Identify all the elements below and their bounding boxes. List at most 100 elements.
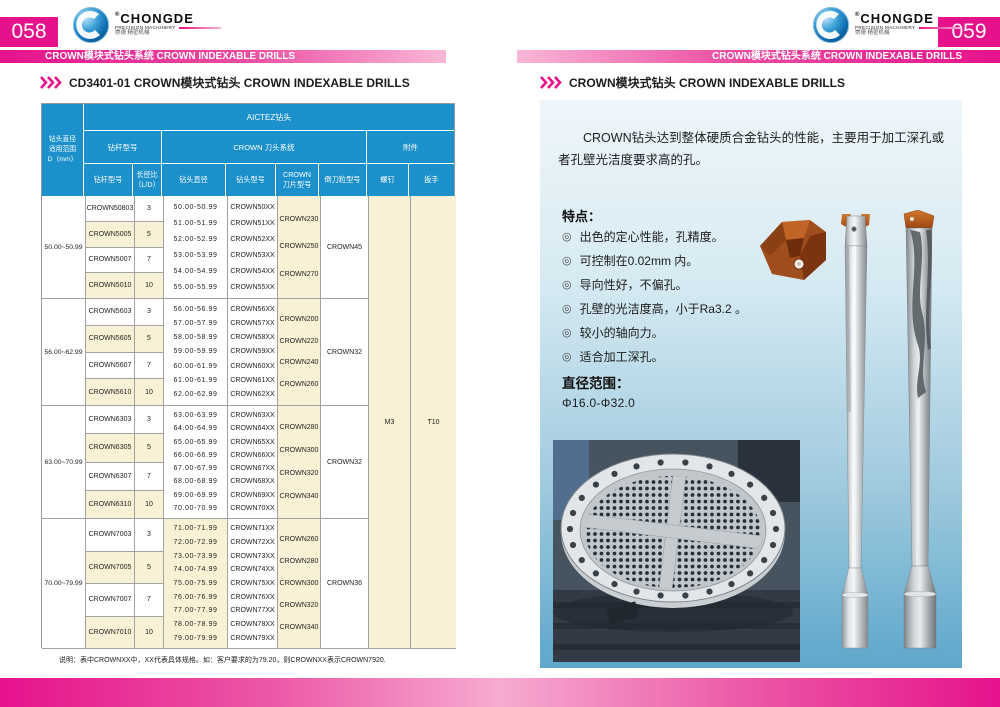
head-model-line: CROWN63XX bbox=[230, 412, 275, 420]
globe-icon bbox=[812, 6, 850, 44]
ld-ratio-cell: 7 bbox=[135, 462, 164, 491]
ld-ratio-cell: 7 bbox=[135, 352, 164, 380]
rod-model-cell: CROWN7003 bbox=[86, 519, 135, 552]
rod-model-cell: CROWN5010 bbox=[86, 273, 135, 299]
diameter-group: 50.00-50.99 51.00-51.99 52.00-52.99 53.00-5… bbox=[164, 196, 278, 299]
diameter-title: 直径范围： bbox=[562, 376, 630, 391]
diameter-line: 66.00-66.99 bbox=[173, 451, 218, 459]
pink-line bbox=[918, 27, 961, 29]
cutter-cell: CROWN32 bbox=[321, 406, 369, 519]
head-model-list-cell: CROWN56XX CROWN57XX CROWN58XX CROWN59XX CROW… bbox=[228, 299, 278, 406]
bolt-hole bbox=[769, 541, 777, 549]
rod-model-cell: CROWN5603 bbox=[86, 299, 135, 326]
diameter-list-cell: 50.00-50.99 51.00-51.99 52.00-52.99 53.00-5… bbox=[164, 196, 228, 299]
bolt-hole bbox=[592, 481, 599, 488]
feature-item: ◎ 可控制在0.02mm 内。 bbox=[562, 252, 747, 269]
drill-body-image-2 bbox=[903, 210, 937, 649]
insert-list-cell: CROWN230 CROWN250 CROWN270 bbox=[278, 196, 321, 299]
col-header: 长径比 （L/D） bbox=[133, 164, 162, 196]
table-note: 说明：表中CROWNXX中，XX代表具体规格。如：客户要求的为79.20，则CR… bbox=[59, 657, 386, 664]
diameter-line: 55.00-55.99 bbox=[173, 283, 218, 291]
head-model-line: CROWN50XX bbox=[230, 203, 275, 211]
bolt-hole bbox=[657, 459, 664, 466]
bolt-hole bbox=[566, 525, 574, 533]
head-model-line: CROWN74XX bbox=[230, 566, 275, 574]
brand-chinese: 崇德 精密机械 bbox=[115, 30, 150, 37]
top-header: AICTEZ钻头 bbox=[84, 104, 454, 131]
rod-row: CROWN6303 3 bbox=[86, 406, 164, 435]
series-banner-left: CROWN模块式钻头系统 CROWN INDEXABLE DRILLS bbox=[0, 50, 446, 63]
ld-ratio-cell: 5 bbox=[135, 551, 164, 584]
bolt-hole bbox=[728, 470, 735, 477]
table-body: 50.00~50.99 56.00~62.99 63.00~70.99 70.00~7… bbox=[42, 196, 456, 649]
bullet-icon: ◎ bbox=[562, 255, 572, 267]
features-list: ◎ 出色的定心性能，孔精度。 ◎ 可控制在0.02mm 内。 ◎ 导向性好，不偏孔。 ◎ 孔壁… bbox=[562, 228, 747, 372]
rod-row: CROWN5607 7 bbox=[86, 352, 164, 380]
brand-logo-right: ®CHONGDE PRECISION MACHINERY 崇德 精密机械 bbox=[812, 6, 961, 44]
ld-ratio-cell: 3 bbox=[135, 406, 164, 435]
rod-row: CROWN5610 10 bbox=[86, 379, 164, 406]
rod-model-cell: CROWN50803 bbox=[86, 196, 135, 222]
rod-model-cell: CROWN7010 bbox=[86, 616, 135, 649]
diameter-line: 77.00-77.99 bbox=[173, 607, 218, 615]
table-header: 钻头直径 适用范围 D（mm） AICTEZ钻头 钻杆型号 CROWN 刀头系统… bbox=[42, 104, 454, 196]
insert-list-cell: CROWN200 CROWN220 CROWN240 CROWN260 bbox=[278, 299, 321, 406]
diameter-group: 71.00-71.99 72.00-72.99 73.00-73.99 74.00-7… bbox=[164, 519, 278, 649]
rod-model-cell: CROWN5007 bbox=[86, 247, 135, 274]
insert-list-cell: CROWN260 CROWN280 CROWN300 CROWN320 CROWN340 bbox=[278, 519, 321, 649]
diameter-line: 57.00-57.99 bbox=[173, 319, 218, 327]
rod-row: CROWN50803 3 bbox=[86, 196, 164, 222]
head-model-list-cell: CROWN50XX CROWN51XX CROWN52XX CROWN53XX CROW… bbox=[228, 196, 278, 299]
diameter-line: 65.00-65.99 bbox=[173, 438, 218, 446]
diameter-list-cell: 71.00-71.99 72.00-72.99 73.00-73.99 74.00-7… bbox=[164, 519, 228, 649]
insert-line: CROWN300 bbox=[279, 447, 319, 454]
head-model-line: CROWN54XX bbox=[230, 267, 275, 275]
head-model-line: CROWN79XX bbox=[230, 634, 275, 642]
bolt-hole bbox=[747, 481, 754, 488]
rod-group: CROWN7003 3 CROWN7005 5 CROWN7007 7 CROWN7010 1… bbox=[86, 519, 164, 649]
insert-line: CROWN240 bbox=[279, 359, 319, 367]
rod-row: CROWN5005 5 bbox=[86, 221, 164, 248]
rod-model-cell: CROWN6305 bbox=[86, 434, 135, 463]
diameter-line: 58.00-58.99 bbox=[173, 334, 218, 342]
bolt-hole bbox=[747, 570, 754, 577]
rod-group: CROWN50803 3 CROWN5005 5 CROWN5007 7 CROWN5010… bbox=[86, 196, 164, 299]
spec-table: 钻头直径 适用范围 D（mm） AICTEZ钻头 钻杆型号 CROWN 刀头系统… bbox=[41, 103, 456, 649]
insert-line: CROWN270 bbox=[279, 270, 319, 278]
diameter-line: 70.00-70.99 bbox=[173, 504, 218, 512]
bolt-hole bbox=[706, 463, 713, 470]
drill-body-image-1 bbox=[841, 214, 870, 649]
rod-model-cell: CROWN5607 bbox=[86, 352, 135, 380]
head-model-line: CROWN66XX bbox=[230, 451, 275, 459]
diameter-column: 50.00-50.99 51.00-51.99 52.00-52.99 53.00-5… bbox=[164, 196, 278, 649]
insert-line: CROWN280 bbox=[279, 424, 319, 431]
feature-text: 可控制在0.02mm 内。 bbox=[579, 254, 699, 268]
carbide-insert-image bbox=[760, 220, 826, 280]
diameter-line: 51.00-51.99 bbox=[173, 219, 218, 227]
ld-ratio-cell: 5 bbox=[135, 221, 164, 248]
cutter-cell: CROWN45 bbox=[321, 196, 369, 299]
corner-header: 钻头直径 适用范围 D（mm） bbox=[42, 104, 84, 196]
feature-item: ◎ 导向性好，不偏孔。 bbox=[562, 276, 747, 293]
insert-line: CROWN260 bbox=[279, 380, 319, 388]
page-number-right: 059 bbox=[938, 17, 1000, 47]
diameter-line: 71.00-71.99 bbox=[173, 525, 218, 533]
rod-group: CROWN5603 3 CROWN5605 5 CROWN5607 7 CROWN5610 1… bbox=[86, 299, 164, 406]
insert-line: CROWN300 bbox=[279, 579, 319, 587]
feature-text: 导向性好，不偏孔。 bbox=[579, 278, 688, 292]
ld-ratio-cell: 7 bbox=[135, 584, 164, 617]
bolt-hole bbox=[761, 494, 768, 501]
diameter-line: 75.00-75.99 bbox=[173, 579, 218, 587]
diameter-line: 59.00-59.99 bbox=[173, 348, 218, 356]
brand-name: ®CHONGDE bbox=[115, 11, 194, 26]
diameter-line: 76.00-76.99 bbox=[173, 593, 218, 601]
ld-ratio-cell: 10 bbox=[135, 379, 164, 406]
brand-chinese: 崇德 精密机械 bbox=[855, 30, 890, 37]
diameter-line: 61.00-61.99 bbox=[173, 377, 218, 385]
insert-line: CROWN280 bbox=[279, 558, 319, 566]
head-model-line: CROWN75XX bbox=[230, 579, 275, 587]
bolt-hole bbox=[706, 588, 713, 595]
head-model-line: CROWN60XX bbox=[230, 362, 275, 370]
rod-model-cell: CROWN6307 bbox=[86, 462, 135, 491]
bolt-hole bbox=[611, 470, 618, 477]
